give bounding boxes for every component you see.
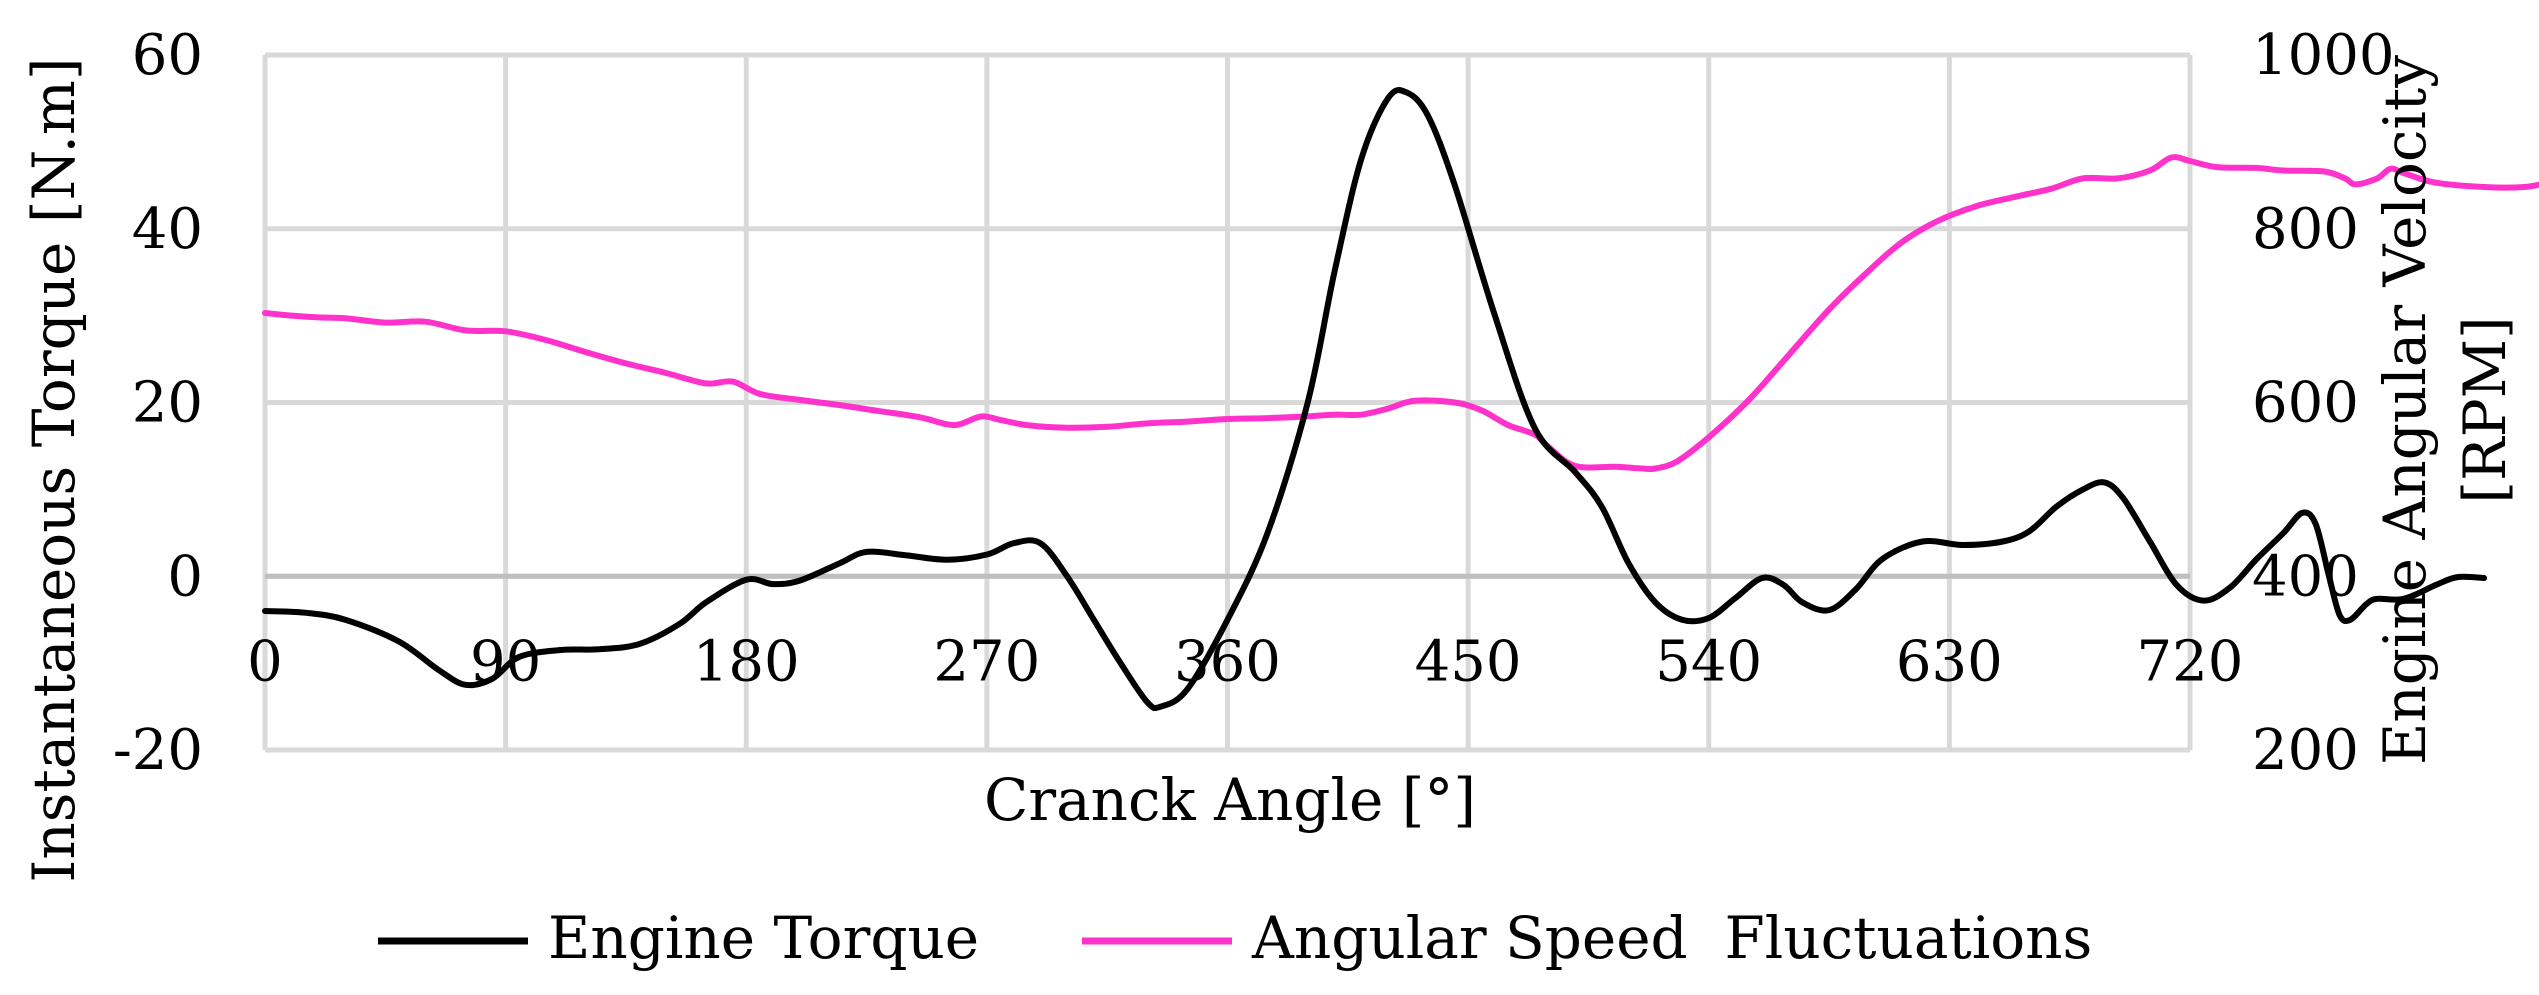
series-line-angular-speed bbox=[262, 154, 2539, 473]
right-y-axis-title-line1: Engine Angular Velocity bbox=[2371, 55, 2439, 765]
series-lines bbox=[262, 87, 2539, 712]
x-tick-label: 0 bbox=[247, 629, 283, 694]
left-y-axis-title: Instantaneous Torque [N.m] bbox=[20, 57, 88, 882]
tick-labels: 0 90 180 270 360 450 540 630 720 -20 0 20 40 60 200 400… bbox=[113, 23, 2395, 783]
right-y-tick-label: 200 bbox=[2252, 718, 2359, 783]
x-tick-label: 270 bbox=[933, 629, 1040, 694]
right-y-tick-label: 600 bbox=[2252, 371, 2359, 436]
right-y-axis-title-line2: [RPM] bbox=[2451, 316, 2519, 503]
left-y-tick-label: 20 bbox=[132, 371, 203, 436]
x-tick-label: 630 bbox=[1896, 629, 2003, 694]
gridlines bbox=[262, 52, 2193, 753]
x-tick-label: 90 bbox=[470, 629, 541, 694]
x-tick-label: 360 bbox=[1174, 629, 1281, 694]
left-y-tick-label: 40 bbox=[132, 197, 203, 262]
left-y-tick-label: 60 bbox=[132, 23, 203, 88]
right-y-tick-label: 800 bbox=[2252, 197, 2359, 262]
left-y-tick-label: 0 bbox=[167, 544, 203, 609]
x-tick-label: 180 bbox=[693, 629, 800, 694]
x-tick-label: 450 bbox=[1415, 629, 1522, 694]
right-y-tick-label: 400 bbox=[2252, 544, 2359, 609]
legend-label-angular-speed: Angular Speed Fluctuations bbox=[1251, 904, 2092, 972]
x-tick-label: 540 bbox=[1655, 629, 1762, 694]
series-line-engine-torque bbox=[262, 87, 2488, 712]
right-y-tick-label: 1000 bbox=[2252, 23, 2395, 88]
x-tick-label: 720 bbox=[2137, 629, 2244, 694]
legend-label-engine-torque: Engine Torque bbox=[548, 904, 979, 972]
left-y-tick-label: -20 bbox=[113, 718, 203, 783]
x-axis-title: Cranck Angle [°] bbox=[984, 766, 1476, 834]
legend: Engine Torque Angular Speed Fluctuations bbox=[378, 904, 2092, 972]
